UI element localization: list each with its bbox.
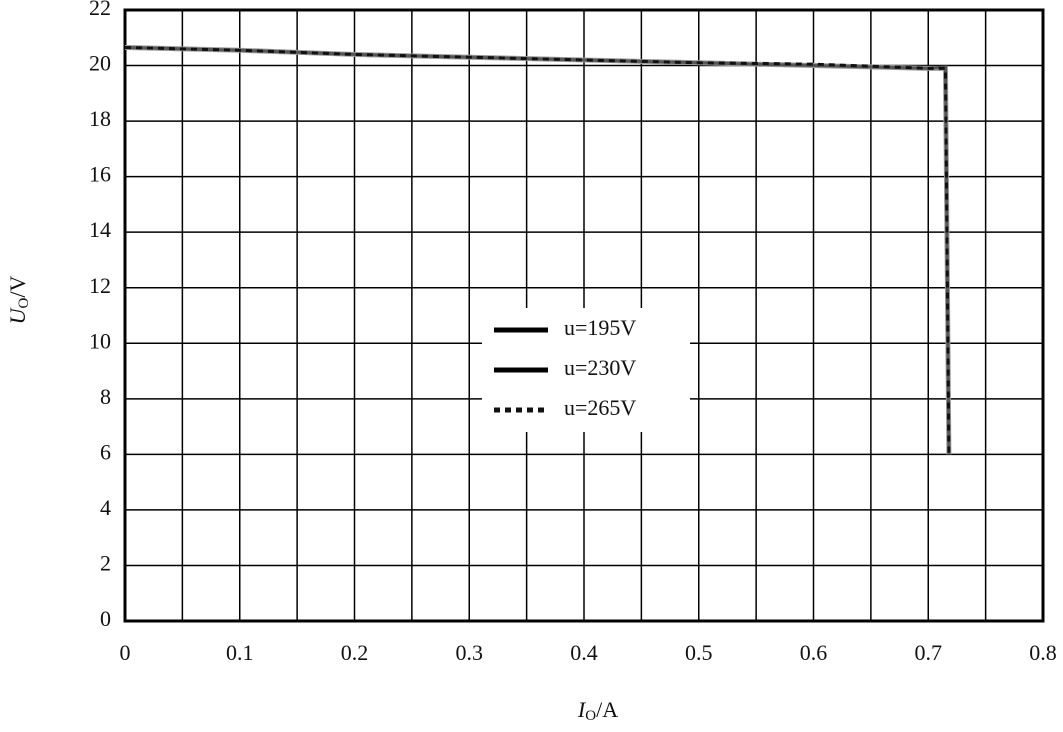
- legend-label: u=230V: [564, 355, 636, 380]
- y-label-sub: O: [16, 297, 32, 308]
- y-tick-label: 12: [89, 273, 111, 298]
- x-tick-label: 0.6: [800, 640, 828, 665]
- x-label-unit: /A: [596, 697, 618, 722]
- plot-frame: [123, 8, 1045, 623]
- x-tick-label: 0.2: [341, 640, 369, 665]
- y-label-unit: /V: [5, 276, 30, 298]
- x-tick-label: 0.1: [226, 640, 254, 665]
- x-tick-label: 0.5: [685, 640, 713, 665]
- y-tick-label: 2: [100, 551, 111, 576]
- y-tick-label: 22: [89, 0, 111, 20]
- x-tick-label: 0.8: [1029, 640, 1057, 665]
- x-label-symbol: I: [577, 697, 587, 722]
- y-tick-label: 16: [89, 162, 111, 187]
- legend-label: u=265V: [564, 395, 636, 420]
- x-label-sub: O: [585, 708, 596, 724]
- y-tick-label: 0: [100, 606, 111, 631]
- y-tick-label: 20: [89, 51, 111, 76]
- y-tick-label: 8: [100, 384, 111, 409]
- x-axis-label: IO/A: [577, 697, 618, 724]
- x-tick-label: 0: [120, 640, 131, 665]
- y-tick-label: 6: [100, 439, 111, 464]
- series-line: [124, 45, 951, 455]
- x-tick-label: 0.4: [570, 640, 598, 665]
- legend-label: u=195V: [564, 315, 636, 340]
- y-tick-label: 10: [89, 328, 111, 353]
- y-tick-label: 4: [100, 495, 111, 520]
- y-tick-label: 14: [89, 217, 111, 242]
- x-tick-label: 0.7: [915, 640, 943, 665]
- y-axis-label: UO/V: [5, 276, 32, 325]
- legend: u=195V u=230V u=265V: [482, 308, 690, 432]
- y-tick-label: 18: [89, 106, 111, 131]
- y-label-symbol: U: [5, 306, 30, 324]
- x-tick-label: 0.3: [456, 640, 484, 665]
